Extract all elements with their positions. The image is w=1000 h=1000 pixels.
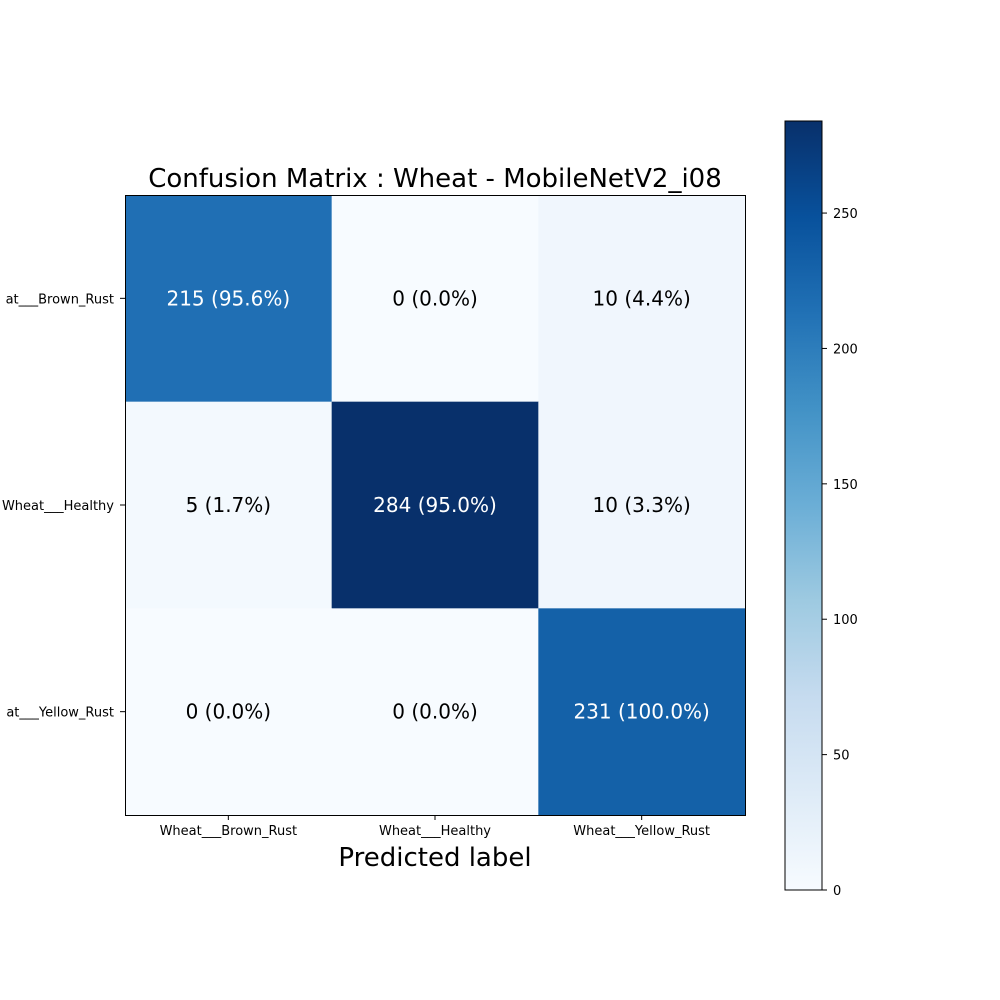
y-axis: at___Brown_Rust Wheat___Healthy at___Yello… [2,292,125,721]
colorbar-tick-label: 50 [833,749,850,764]
heatmap-cell [538,608,746,816]
heatmap-cells: 215 (95.6%) 0 (0.0%) 10 (4.4%) 5 (1.7%) 284 … [125,195,746,816]
y-tick-label: Wheat___Healthy [2,499,114,514]
cell-value-label: 0 (0.0%) [186,700,272,724]
colorbar-gradient [785,121,822,890]
cell-value-label: 0 (0.0%) [392,286,478,310]
x-axis-label: Predicted label [338,843,531,873]
colorbar-tick-label: 0 [833,884,841,899]
cell-value-label: 0 (0.0%) [392,700,478,724]
heatmap-cell [125,608,333,816]
chart-title: Confusion Matrix : Wheat - MobileNetV2_i… [148,164,722,194]
y-tick-label: at___Brown_Rust [6,292,114,307]
heatmap-cell [538,401,746,609]
heatmap-cell [125,195,333,403]
colorbar-axis: 0 50 100 150 200 250 [822,207,858,899]
colorbar-tick-label: 100 [833,613,858,628]
x-tick-label: Wheat___Brown_Rust [160,824,298,839]
colorbar-tick-label: 200 [833,342,858,357]
x-axis: Wheat___Brown_Rust Wheat___Healthy Wheat__… [160,815,710,839]
cell-value-label: 284 (95.0%) [373,493,497,517]
colorbar-tick-label: 150 [833,478,858,493]
x-tick-label: Wheat___Healthy [379,824,491,839]
colorbar-tick-label: 250 [833,207,858,222]
cell-value-label: 231 (100.0%) [573,700,709,724]
cell-value-label: 5 (1.7%) [186,493,272,517]
cell-value-label: 10 (3.3%) [593,493,691,517]
cell-value-label: 10 (4.4%) [593,286,691,310]
y-tick-label: at___Yellow_Rust [6,706,114,721]
heatmap-cell [538,195,746,403]
heatmap-cell [331,401,539,609]
x-tick-label: Wheat___Yellow_Rust [573,824,710,839]
cell-value-label: 215 (95.6%) [166,286,290,310]
heatmap-cell [331,608,539,816]
colorbar-frame [784,120,823,891]
heatmap-cell [331,195,539,403]
heatmap-cell [125,401,333,609]
